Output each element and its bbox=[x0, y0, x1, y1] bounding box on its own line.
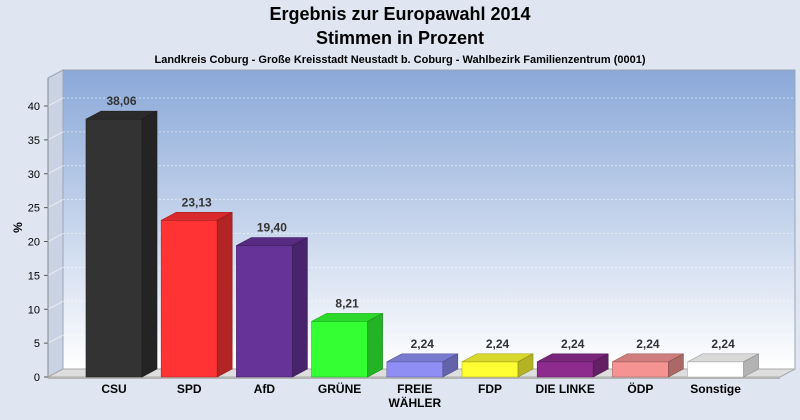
bar bbox=[386, 353, 459, 378]
y-tick-label: 25 bbox=[28, 203, 40, 215]
gridline-side bbox=[47, 199, 64, 209]
chart-title-2: Stimmen in Prozent bbox=[315, 28, 485, 48]
data-label: 19,40 bbox=[257, 221, 287, 235]
data-label: 2,24 bbox=[636, 337, 660, 351]
data-label: 8,21 bbox=[335, 296, 359, 310]
bar-front bbox=[85, 118, 143, 378]
bar bbox=[461, 353, 534, 378]
x-tick-label: CSU bbox=[101, 382, 126, 396]
gridline-side bbox=[47, 131, 64, 141]
data-label: 23,13 bbox=[182, 195, 212, 209]
bar bbox=[612, 353, 684, 378]
y-tick-label: 40 bbox=[28, 101, 40, 113]
y-tick-label: 15 bbox=[28, 270, 40, 282]
bar-front bbox=[160, 219, 218, 378]
bar-front bbox=[461, 361, 519, 378]
y-tick-label: 0 bbox=[34, 372, 40, 384]
gridline-side bbox=[47, 334, 64, 344]
y-axis-label: % bbox=[11, 222, 25, 233]
y-tick-label: 35 bbox=[28, 135, 40, 147]
y-tick-label: 10 bbox=[28, 304, 40, 316]
x-tick-label: SPD bbox=[177, 382, 202, 396]
y-tick-label: 20 bbox=[28, 237, 40, 249]
chart-subtitle: Landkreis Coburg - Große Kreisstadt Neus… bbox=[154, 54, 646, 66]
gridline-side bbox=[47, 300, 64, 310]
bar bbox=[85, 110, 158, 378]
plot-side-wall bbox=[47, 69, 64, 378]
y-tick-label: 5 bbox=[34, 338, 40, 350]
bar-side bbox=[668, 353, 684, 378]
x-tick-label: GRÜNE bbox=[318, 381, 361, 396]
bar bbox=[236, 237, 308, 378]
bar bbox=[687, 353, 759, 378]
data-label: 2,24 bbox=[486, 337, 510, 351]
x-tick-label: DIE LINKE bbox=[536, 382, 595, 396]
bar bbox=[311, 312, 383, 378]
chart-title: Ergebnis zur Europawahl 2014 bbox=[269, 4, 531, 24]
bar-front bbox=[311, 321, 368, 378]
bar-side bbox=[367, 312, 383, 378]
bar-front bbox=[536, 361, 594, 378]
x-tick-label: Sonstige bbox=[690, 382, 741, 396]
bar-side bbox=[141, 110, 158, 378]
data-label: 38,06 bbox=[106, 94, 136, 108]
x-tick-label: AfD bbox=[254, 382, 276, 396]
x-tick-label: ÖDP bbox=[627, 381, 653, 396]
bar-front bbox=[687, 361, 744, 378]
bar-front bbox=[612, 361, 669, 378]
gridline-side bbox=[47, 97, 64, 107]
data-label: 2,24 bbox=[711, 337, 735, 351]
bar-side bbox=[442, 353, 459, 378]
gridline-side bbox=[47, 165, 64, 175]
x-tick-label: FDP bbox=[478, 382, 502, 396]
bar-side bbox=[743, 353, 759, 378]
bar-side bbox=[292, 237, 308, 378]
data-label: 2,24 bbox=[411, 337, 435, 351]
bar bbox=[160, 211, 233, 378]
bar-side bbox=[216, 211, 233, 378]
gridline-side bbox=[47, 233, 64, 242]
bar-front bbox=[386, 361, 444, 378]
bar bbox=[536, 353, 609, 378]
y-tick-label: 30 bbox=[28, 169, 40, 181]
bar-side bbox=[592, 353, 609, 378]
data-label: 2,24 bbox=[561, 337, 585, 351]
x-tick-label: FREIE WÄHLER bbox=[388, 382, 441, 410]
bar-side bbox=[517, 353, 534, 378]
gridline-side bbox=[47, 266, 64, 276]
bar-front bbox=[236, 245, 293, 378]
plot-floor-edge bbox=[48, 377, 780, 379]
